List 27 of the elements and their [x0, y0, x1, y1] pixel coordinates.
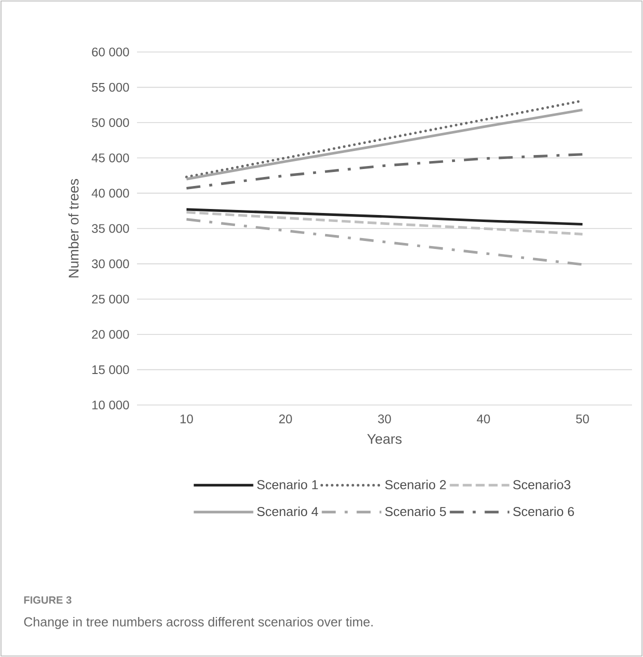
legend-label: Scenario 1 [257, 480, 318, 490]
x-axis-title: Years [367, 434, 402, 444]
x-tick-label: 20 [279, 414, 292, 424]
y-tick-label: 10 000 [92, 400, 129, 410]
y-tick-label: 40 000 [92, 188, 129, 198]
legend-label: Scenario 5 [385, 506, 446, 516]
y-tick-label: 25 000 [92, 294, 129, 304]
y-tick-label: 55 000 [92, 82, 129, 92]
x-tick-label: 50 [576, 414, 589, 424]
legend-label: Scenario 6 [513, 506, 574, 516]
y-tick-label: 20 000 [92, 330, 129, 339]
y-tick-label: 45 000 [92, 154, 129, 162]
x-tick-label: 40 [476, 414, 490, 424]
y-tick-label: 60 000 [92, 48, 129, 56]
y-axis-title: Number of trees [68, 179, 79, 278]
y-tick-label: 35 000 [92, 224, 129, 233]
legend-label: Scenario3 [513, 480, 570, 490]
x-tick-label: 30 [378, 414, 391, 424]
text: Change in tree numbers across different scenarios over time. [24, 616, 373, 630]
legend-label: Scenario 2 [385, 480, 446, 490]
caption: FIGURE 3 [24, 596, 72, 604]
line-series [185, 153, 584, 190]
legend-label: Scenario 4 [257, 506, 318, 516]
y-tick-label: 50 000 [92, 118, 129, 128]
y-tick-label: 15 000 [92, 365, 129, 374]
x-tick-label: 10 [180, 414, 193, 424]
y-tick-label: 30 000 [92, 259, 129, 268]
